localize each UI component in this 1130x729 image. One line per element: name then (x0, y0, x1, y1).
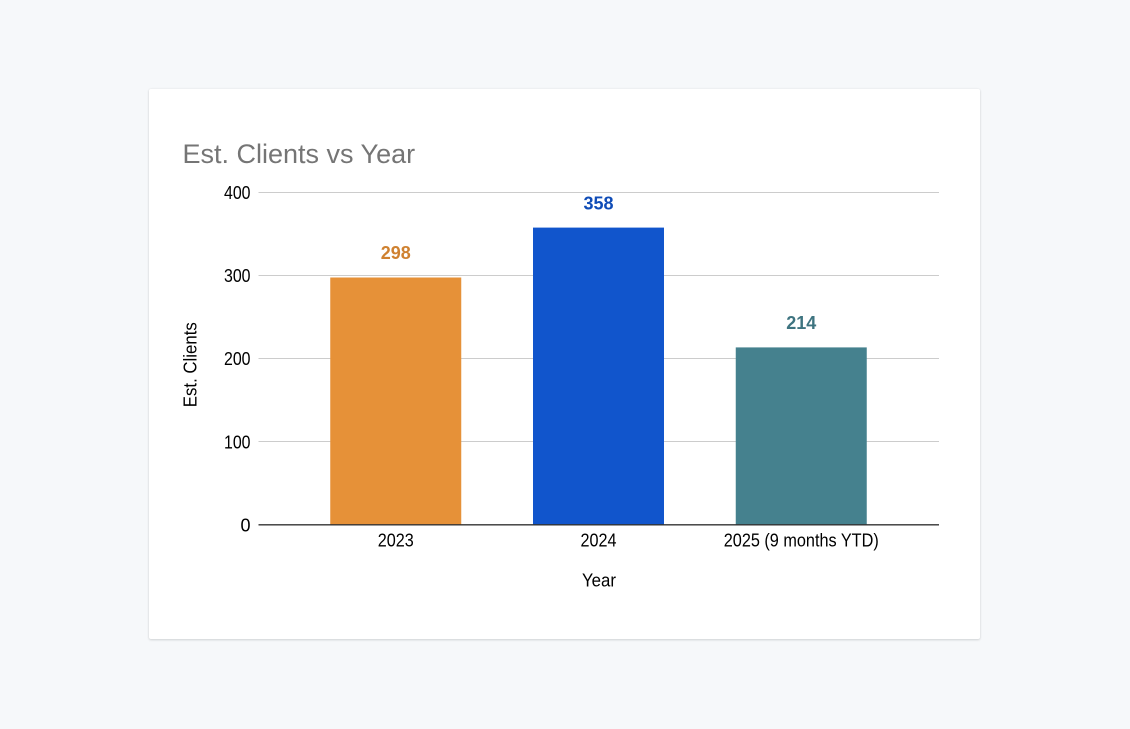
svg-text:2025 (9 months YTD): 2025 (9 months YTD) (724, 531, 879, 551)
svg-text:Est. Clients: Est. Clients (181, 322, 201, 407)
svg-text:2023: 2023 (378, 531, 414, 551)
svg-text:214: 214 (786, 313, 816, 333)
svg-text:100: 100 (224, 432, 251, 452)
svg-text:298: 298 (381, 243, 411, 263)
svg-text:Year: Year (582, 571, 616, 591)
svg-text:358: 358 (583, 193, 613, 213)
svg-text:2024: 2024 (581, 531, 617, 551)
svg-text:Est. Clients vs Year: Est. Clients vs Year (183, 139, 416, 169)
svg-text:200: 200 (224, 349, 251, 369)
svg-text:300: 300 (224, 266, 251, 286)
svg-text:0: 0 (240, 515, 250, 535)
svg-text:400: 400 (224, 183, 251, 203)
